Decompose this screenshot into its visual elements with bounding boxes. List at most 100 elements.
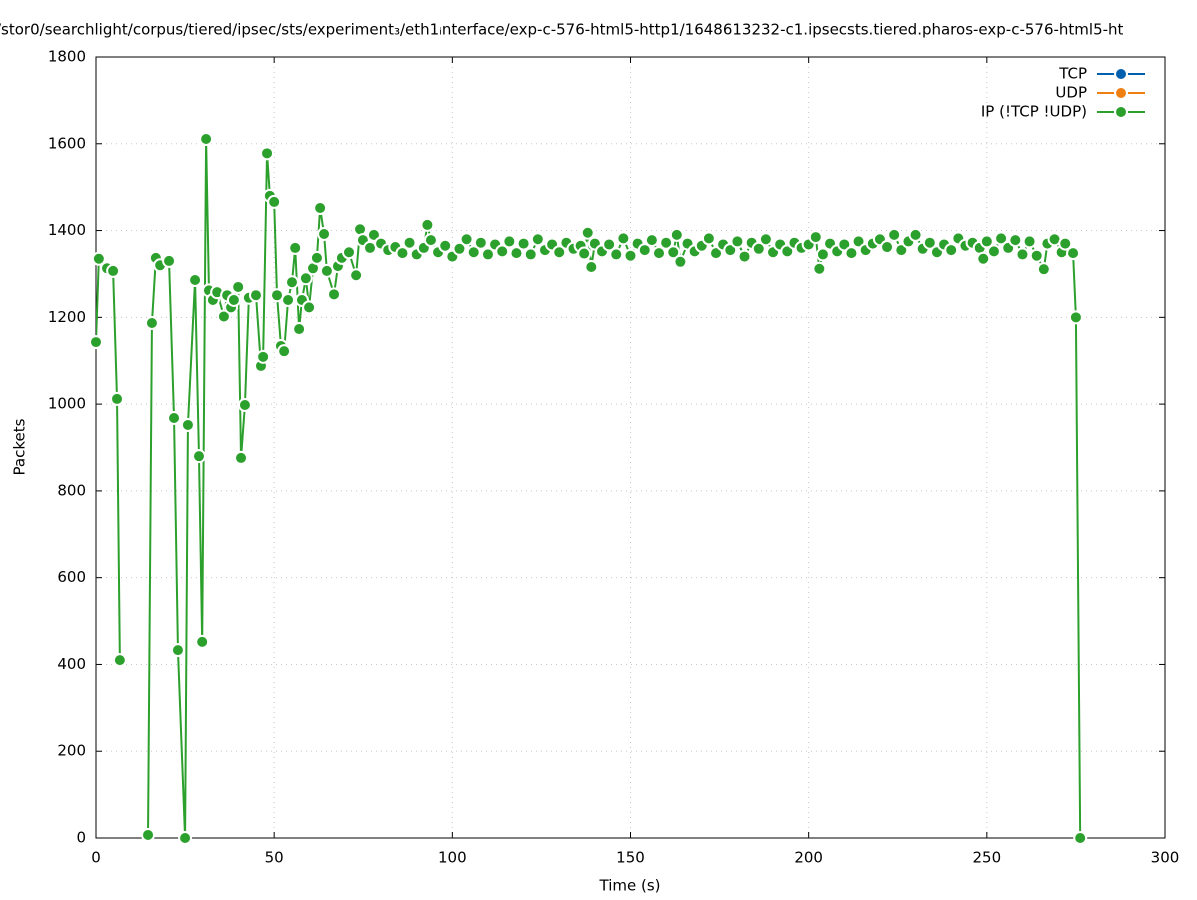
y-tick-label: 1800 [48,48,86,66]
data-point [188,273,203,288]
data-point [701,231,716,246]
x-tick-label: 0 [91,849,101,867]
data-point [366,227,381,242]
data-point [216,309,231,324]
data-point [616,231,631,246]
x-axis-label: Time (s) [599,877,661,895]
legend-marker [1114,86,1128,100]
data-point [709,246,724,261]
data-point [1022,234,1037,249]
legend-marker [1114,67,1128,81]
data-point [234,450,249,465]
data-point [195,634,210,649]
data-point [609,247,624,262]
y-tick-label: 0 [76,829,86,847]
data-point [1015,247,1030,262]
data-point [523,247,538,262]
data-point [313,200,328,215]
data-point [170,643,185,658]
data-point [666,245,681,260]
data-point [851,234,866,249]
data-point [106,263,121,278]
data-point [580,225,595,240]
data-point [516,236,531,251]
data-point [191,449,206,464]
y-tick-label: 1400 [48,221,86,239]
data-point [908,227,923,242]
data-point [349,268,364,283]
data-point [837,237,852,252]
legend-marker [1114,105,1128,119]
legend-label: IP (!TCP !UDP) [981,103,1087,121]
data-point [281,292,296,307]
data-point [327,287,342,302]
data-point [976,251,991,266]
data-point [758,232,773,247]
data-point [808,230,823,245]
data-point [880,240,895,255]
data-point [288,240,303,255]
data-point [267,194,282,209]
legend-label: TCP [1058,65,1087,83]
data-point [894,243,909,258]
data-point [452,241,467,256]
data-point [994,231,1009,246]
data-point [1029,248,1044,263]
data-point [887,227,902,242]
y-axis-label: Packets [11,418,29,475]
data-point [659,235,674,250]
data-point [231,279,246,294]
data-point [1008,233,1023,248]
data-point [530,232,545,247]
y-tick-label: 1600 [48,134,86,152]
data-point [673,254,688,269]
data-point [623,248,638,263]
data-point [292,322,307,337]
x-tick-label: 50 [265,849,284,867]
data-point [162,253,177,268]
data-point [395,246,410,261]
data-point [144,315,159,330]
data-point [466,245,481,260]
data-point [1068,310,1083,325]
data-point [751,241,766,256]
data-point [815,247,830,262]
data-point [420,217,435,232]
data-point [317,227,332,242]
data-point [584,260,599,275]
data-point [302,300,317,315]
x-tick-label: 300 [1151,849,1180,867]
x-tick-label: 250 [973,849,1002,867]
data-point [502,234,517,249]
data-point [473,235,488,250]
data-point [669,227,684,242]
data-point [944,243,959,258]
x-tick-label: 200 [794,849,823,867]
data-point [637,243,652,258]
data-point [226,292,241,307]
legend-label: UDP [1055,84,1087,102]
data-point [112,653,127,668]
data-point [141,827,156,842]
data-point [237,397,252,412]
y-tick-label: 400 [57,655,86,673]
data-point [110,391,125,406]
data-point [812,261,827,276]
data-point [248,288,263,303]
data-point [495,244,510,259]
data-point [1036,262,1051,277]
data-point [167,410,182,425]
data-point [602,237,617,252]
data-point [1066,246,1081,261]
data-point [91,251,106,266]
data-point [256,349,271,364]
y-tick-label: 1000 [48,395,86,413]
data-point [423,233,438,248]
data-point [577,246,592,261]
data-point [730,234,745,249]
y-tick-label: 200 [57,742,86,760]
data-point [260,146,275,161]
data-point [509,246,524,261]
